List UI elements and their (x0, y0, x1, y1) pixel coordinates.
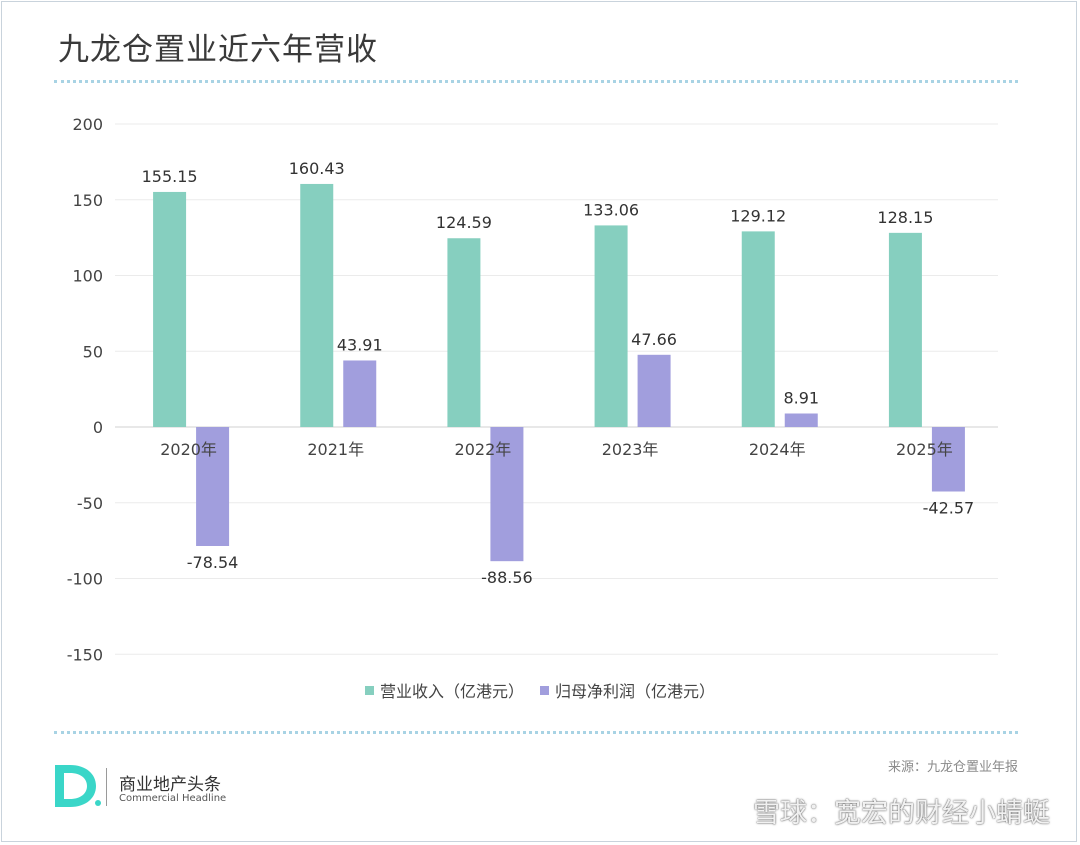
bar-profit (343, 360, 377, 427)
bar-revenue (300, 183, 334, 427)
x-tick-label: 2023年 (602, 440, 659, 459)
data-label: 160.43 (289, 159, 345, 178)
y-tick-label: -50 (77, 494, 103, 513)
legend-swatch-profit (540, 685, 549, 695)
x-tick-label: 2022年 (455, 440, 512, 459)
x-tick-label: 2024年 (749, 440, 806, 459)
bar-profit (490, 427, 524, 562)
legend-label-profit: 归母净利润（亿港元） (555, 682, 716, 701)
top-divider (54, 80, 1018, 83)
bar-revenue (741, 231, 775, 427)
legend-swatch-revenue (364, 685, 374, 695)
data-label: 47.66 (631, 330, 677, 349)
bar-profit (931, 427, 965, 492)
bar-revenue (594, 225, 628, 427)
data-label: 124.59 (436, 213, 492, 232)
data-label: 129.12 (730, 206, 786, 225)
snowball-logo-icon (709, 795, 743, 826)
bar-profit (196, 427, 230, 546)
brand-name-english: Commercial Headline (119, 793, 227, 804)
data-label: 128.15 (877, 208, 933, 227)
chart-legend: 营业收入（亿港元） 归母净利润（亿港元） (0, 678, 1080, 702)
x-tick-label: 2020年 (160, 440, 217, 459)
legend-item-revenue: 营业收入（亿港元） (364, 678, 524, 702)
data-label: -42.57 (923, 498, 975, 517)
y-tick-label: 0 (93, 418, 103, 437)
data-label: 43.91 (337, 335, 383, 354)
data-label: -78.54 (187, 553, 239, 572)
brand-name: 商业地产头条 (119, 775, 221, 795)
bar-revenue (447, 238, 481, 427)
data-label: -88.56 (481, 568, 533, 587)
legend-label-revenue: 营业收入（亿港元） (379, 682, 524, 701)
bar-profit (637, 354, 671, 427)
y-tick-label: 150 (72, 191, 103, 210)
legend-item-profit: 归母净利润（亿港元） (540, 678, 715, 702)
data-label: 133.06 (583, 200, 639, 219)
bar-chart: 200 150 100 50 0 -50 -100 -150 2020年 2021年 2022年 20… (67, 115, 998, 664)
y-tick-label: 200 (72, 115, 103, 134)
data-label: 8.91 (783, 389, 819, 408)
source-note: 来源：九龙仓置业年报 (887, 760, 1018, 775)
bar-revenue (153, 191, 187, 427)
x-tick-label: 2021年 (307, 440, 364, 459)
x-tick-label: 2025年 (896, 440, 953, 459)
y-tick-label: -150 (67, 645, 103, 664)
bar-profit (784, 413, 818, 427)
y-tick-label: 50 (83, 342, 103, 361)
y-tick-label: 100 (72, 267, 103, 286)
data-label: 155.15 (142, 167, 198, 186)
bar-revenue (888, 232, 922, 427)
brand-separator (106, 768, 107, 806)
brand-logo-icon (55, 765, 101, 807)
watermark: 雪球：宽宏的财经小蜻蜓 (707, 791, 1050, 830)
bottom-divider (54, 731, 1018, 734)
watermark-text: 雪球：宽宏的财经小蜻蜓 (753, 798, 1050, 829)
y-tick-label: -100 (67, 570, 103, 589)
chart-title: 九龙仓置业近六年营收 (58, 32, 378, 68)
